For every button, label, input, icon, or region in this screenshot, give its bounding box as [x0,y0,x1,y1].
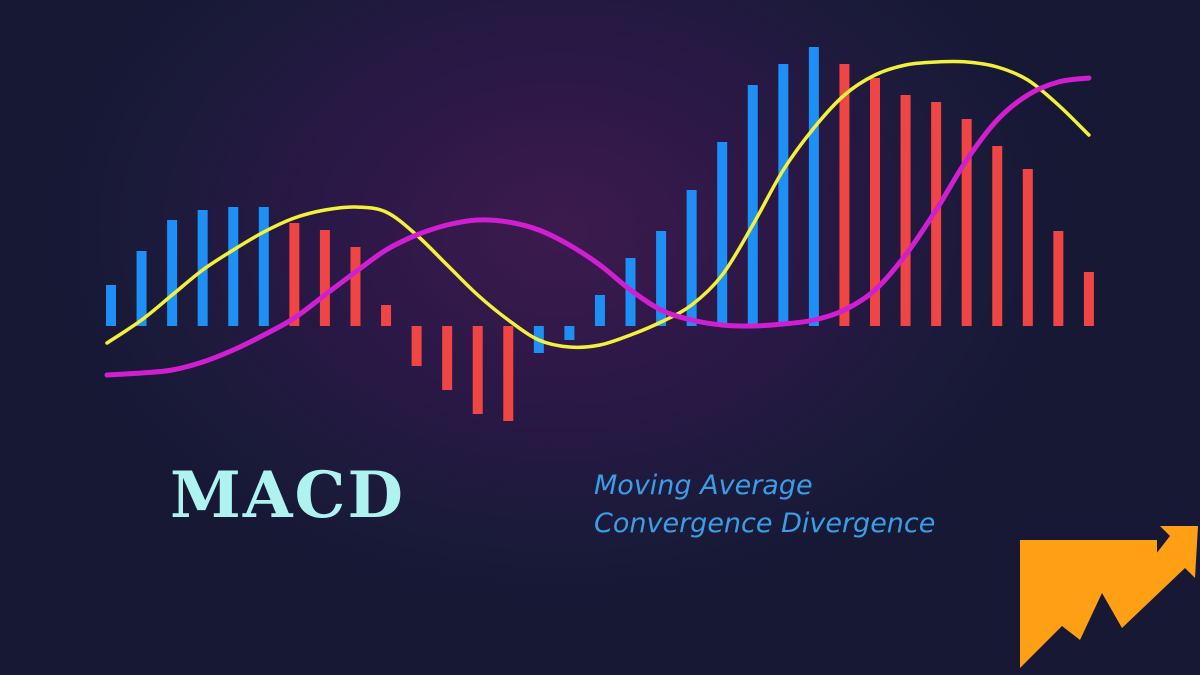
histogram-bar [503,326,514,421]
histogram-bar [319,230,330,326]
signal-line [104,75,1092,378]
histogram-bar [961,119,972,326]
macd-line [105,59,1091,350]
histogram-bar [350,247,361,326]
histogram-bar [778,64,789,326]
histogram-bar [1022,169,1033,326]
histogram-bar [442,326,453,390]
indicator-lines [104,59,1092,378]
histogram-bar [289,223,300,326]
histogram-bar [1053,231,1064,326]
histogram-bar [870,78,880,326]
histogram-bar [717,142,728,326]
histogram-bar [381,305,392,326]
histogram-bar [136,251,147,326]
histogram-bar [564,326,575,340]
chart-title: MACD [170,458,405,533]
histogram-bar [686,190,697,326]
histogram-bar [900,95,911,326]
histogram-bar [808,47,819,326]
histogram-bar [472,326,483,414]
histogram-bar [228,207,239,326]
trend-arrow-logo-icon [1020,520,1200,675]
subtitle-line-2: Convergence Divergence [594,508,936,539]
histogram-bar [167,220,178,326]
histogram-bar [839,64,850,326]
histogram-bar [747,85,758,326]
histogram-bars [106,47,1094,421]
subtitle-line-1: Moving Average [594,470,813,501]
histogram-bar [594,295,605,326]
histogram-bar [411,326,422,366]
histogram-bar [992,146,1003,326]
histogram-bar [258,207,269,326]
histogram-bar [656,231,667,326]
histogram-bar [1083,272,1094,326]
histogram-bar [106,285,116,326]
